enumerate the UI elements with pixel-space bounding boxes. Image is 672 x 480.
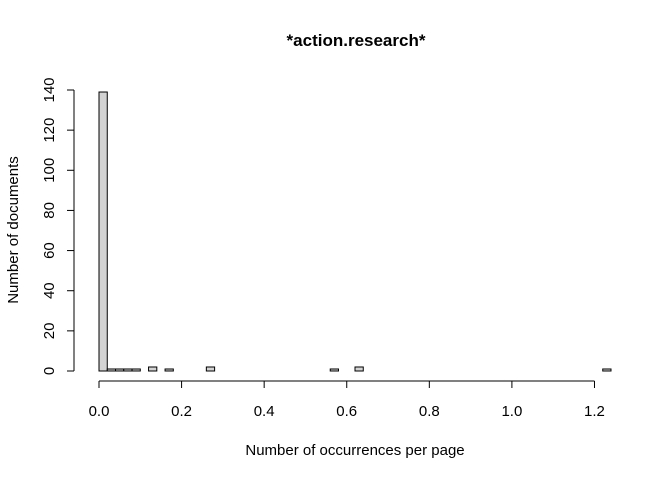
x-tick-label: 1.0 — [501, 403, 522, 420]
histogram-bar — [131, 368, 141, 372]
histogram-bar — [164, 368, 174, 372]
y-tick-label: 20 — [41, 323, 58, 340]
x-tick-label: 0.2 — [171, 403, 192, 420]
histogram-bar — [354, 366, 364, 372]
chart-title: *action.research* — [287, 31, 426, 50]
y-tick-label: 140 — [41, 77, 58, 102]
x-tick-label: 0.0 — [89, 403, 110, 420]
histogram-bar — [123, 368, 133, 372]
y-tick-label: 120 — [41, 118, 58, 143]
x-axis: 0.0 0.2 0.4 0.6 0.8 1.0 1.2 — [89, 380, 605, 420]
histogram-bar — [205, 366, 216, 372]
histogram-bar — [106, 368, 117, 372]
x-tick-label: 1.2 — [584, 403, 605, 420]
x-axis-label: Number of occurrences per page — [245, 442, 464, 459]
histogram-bar — [115, 368, 125, 372]
y-tick-label: 100 — [41, 158, 58, 183]
bars-group — [98, 91, 612, 372]
y-axis: 0 20 40 60 80 100 120 140 — [41, 77, 75, 375]
y-tick-label: 80 — [41, 202, 58, 219]
histogram-bar — [602, 368, 612, 372]
y-tick-label: 0 — [41, 367, 58, 375]
histogram-bar — [98, 91, 108, 372]
x-tick-label: 0.6 — [336, 403, 357, 420]
y-axis-label: Number of documents — [5, 156, 22, 304]
x-tick-label: 0.8 — [419, 403, 440, 420]
histogram-bar — [148, 366, 158, 372]
histogram-bar — [329, 368, 339, 372]
y-tick-label: 60 — [41, 242, 58, 259]
y-tick-label: 40 — [41, 282, 58, 299]
x-tick-label: 0.4 — [254, 403, 275, 420]
